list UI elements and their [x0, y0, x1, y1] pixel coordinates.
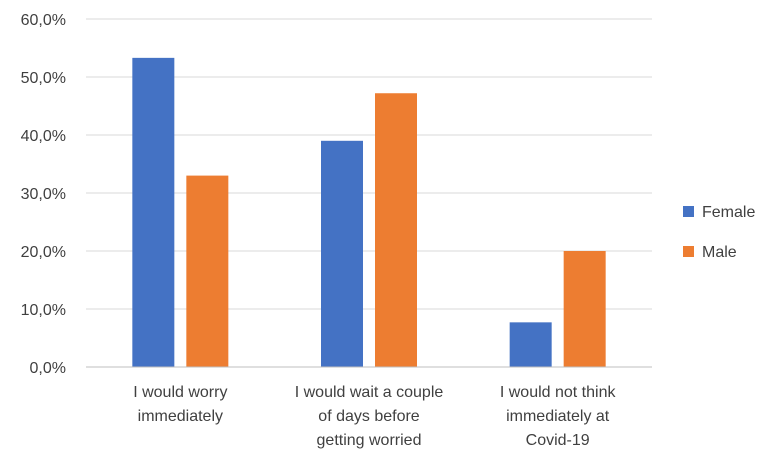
legend-swatch-female [683, 206, 694, 217]
bar-female-2 [509, 322, 552, 367]
category-label-line: I would worry [133, 384, 227, 401]
category-label: I would wait a couple of days before getti… [295, 384, 444, 449]
legend-label-female: Female [702, 204, 755, 221]
category-label-line: immediately [138, 408, 223, 425]
bar-male-1 [375, 93, 417, 368]
category-label-line: getting worried [317, 432, 422, 449]
x-axis-category-labels: I would worry immediately I would wait a c… [133, 384, 616, 449]
category-label-line: of days before [318, 408, 420, 425]
bars [132, 57, 606, 368]
y-tick-label: 50,0% [21, 70, 66, 87]
y-tick-label: 20,0% [21, 244, 66, 261]
bar-female-0 [132, 57, 175, 368]
legend-swatch-male [683, 246, 694, 257]
bar-male-2 [563, 251, 606, 367]
gridlines [86, 18, 652, 310]
y-tick-label: 0,0% [30, 360, 66, 377]
y-axis-tick-labels: 0,0% 10,0% 20,0% 30,0% 40,0% 50,0% 60,0% [21, 12, 66, 377]
bar-female-1 [321, 140, 363, 367]
bar-male-0 [186, 175, 229, 367]
legend-label-male: Male [702, 244, 737, 261]
category-label-line: immediately at [506, 408, 610, 425]
category-label-line: I would not think [500, 384, 617, 401]
category-label: I would worry immediately [133, 384, 227, 425]
category-label-line: I would wait a couple [295, 384, 444, 401]
y-tick-label: 30,0% [21, 186, 66, 203]
category-label-line: Covid-19 [526, 432, 590, 449]
category-label: I would not think immediately at Covid-19 [500, 384, 617, 449]
legend: Female Male [683, 204, 755, 261]
y-tick-label: 10,0% [21, 302, 66, 319]
y-tick-label: 40,0% [21, 128, 66, 145]
y-tick-label: 60,0% [21, 12, 66, 29]
